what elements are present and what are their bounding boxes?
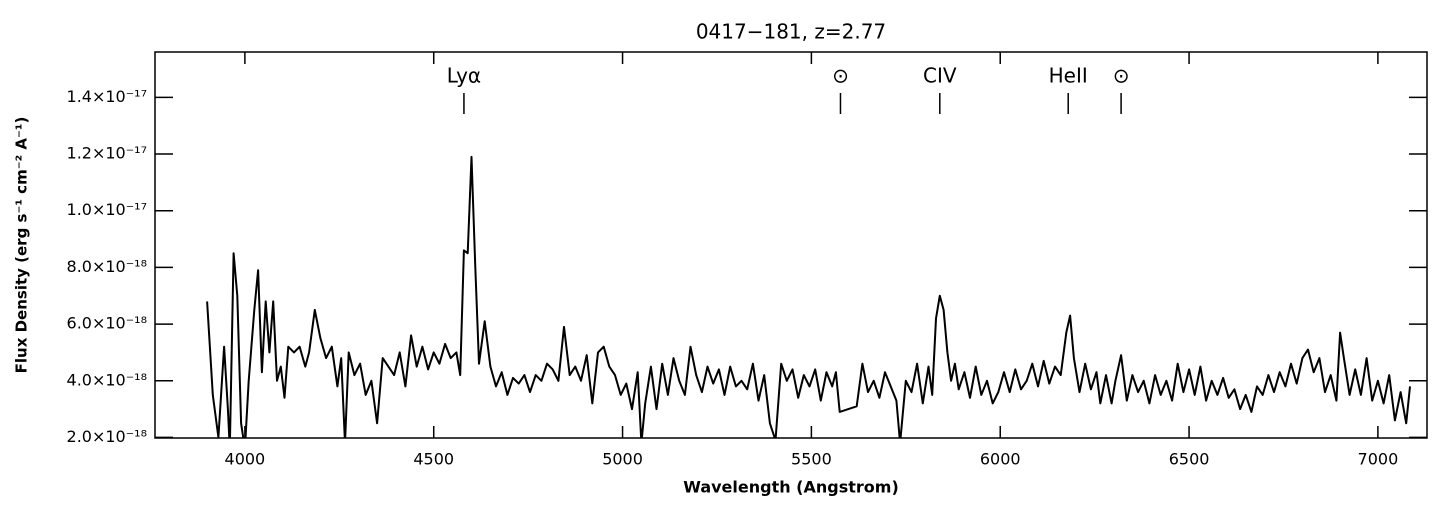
- y-axis-label: Flux Density (erg s⁻¹ cm⁻² A⁻¹): [13, 117, 31, 374]
- y-tick-label: 4.0×10⁻¹⁸: [67, 370, 147, 389]
- y-tick-label: 2.0×10⁻¹⁸: [67, 427, 147, 446]
- x-tick-label: 5500: [791, 450, 832, 469]
- line-label: Lyα: [447, 64, 481, 88]
- x-tick-label: 4500: [413, 450, 454, 469]
- y-tick-label: 1.0×10⁻¹⁷: [67, 200, 147, 219]
- line-label: ⊙: [832, 64, 849, 88]
- x-tick-label: 5000: [602, 450, 643, 469]
- x-tick-label: 4000: [225, 450, 266, 469]
- line-label: ⊙: [1113, 64, 1130, 88]
- spectrum-line: [206, 155, 1411, 438]
- x-tick-label: 6000: [980, 450, 1021, 469]
- plot-frame: [154, 51, 1428, 439]
- x-tick-label: 7000: [1358, 450, 1399, 469]
- y-tick-label: 1.2×10⁻¹⁷: [67, 144, 147, 163]
- chart-title: 0417−181, z=2.77: [696, 20, 886, 44]
- y-tick-label: 1.4×10⁻¹⁷: [67, 87, 147, 106]
- x-axis-label: Wavelength (Angstrom): [683, 478, 899, 497]
- line-label: CIV: [923, 64, 957, 88]
- y-tick-label: 6.0×10⁻¹⁸: [67, 314, 147, 333]
- x-tick-label: 6500: [1169, 450, 1210, 469]
- y-tick-label: 8.0×10⁻¹⁸: [67, 257, 147, 276]
- line-label: HeII: [1049, 64, 1088, 88]
